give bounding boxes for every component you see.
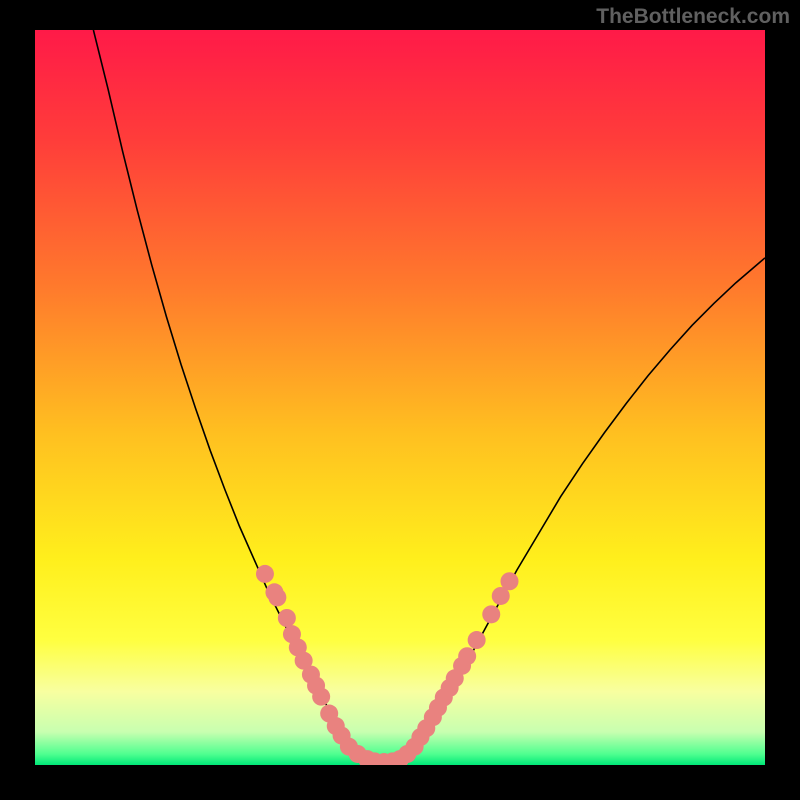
gradient-background	[35, 30, 765, 765]
marker-dot	[468, 631, 486, 649]
plot-area	[35, 30, 765, 765]
marker-dot	[312, 688, 330, 706]
chart-svg	[35, 30, 765, 765]
marker-dot	[458, 647, 476, 665]
marker-dot	[501, 572, 519, 590]
chart-frame: TheBottleneck.com	[0, 0, 800, 800]
watermark-text: TheBottleneck.com	[596, 5, 790, 29]
marker-dot	[256, 565, 274, 583]
marker-dot	[268, 588, 286, 606]
marker-dot	[482, 605, 500, 623]
marker-dot	[278, 609, 296, 627]
